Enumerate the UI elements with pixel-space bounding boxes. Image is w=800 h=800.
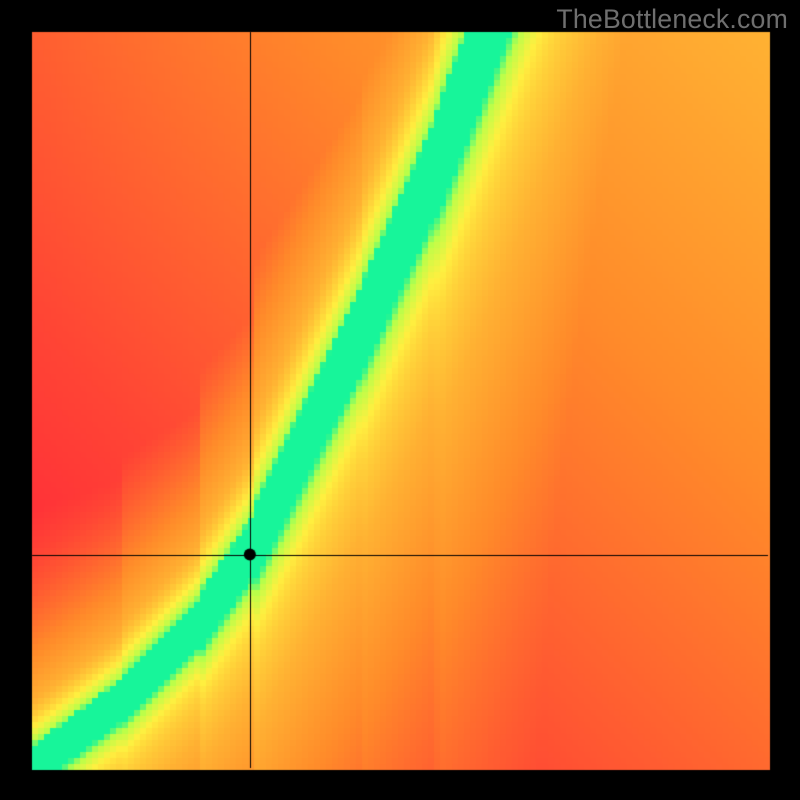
watermark-text: TheBottleneck.com	[556, 4, 788, 35]
bottleneck-heatmap	[0, 0, 800, 800]
